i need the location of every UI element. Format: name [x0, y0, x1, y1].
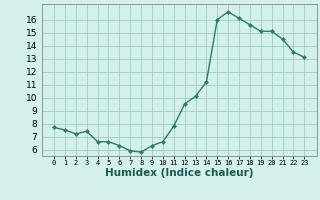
X-axis label: Humidex (Indice chaleur): Humidex (Indice chaleur): [105, 168, 253, 178]
